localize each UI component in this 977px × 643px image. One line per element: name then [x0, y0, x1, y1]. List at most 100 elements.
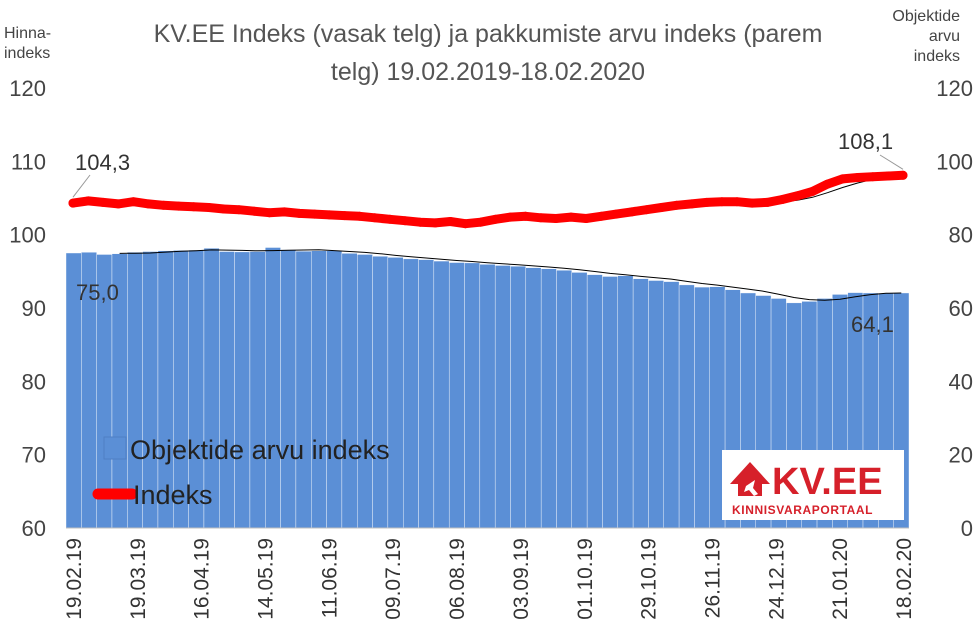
- bar-objektide-17: [326, 250, 343, 529]
- point-indeks-9: [204, 203, 214, 212]
- point-indeks-25: [445, 217, 455, 226]
- legend-swatch-objektide: [103, 436, 127, 460]
- x-tick-label: 06.08.19: [446, 538, 469, 620]
- point-indeks-0: [68, 198, 78, 208]
- left-axis-label: Hinna-: [4, 25, 51, 42]
- bar-objektide-37: [632, 278, 649, 529]
- chart-title: KV.EE Indeks (vasak telg) ja pakkumiste …: [154, 20, 823, 86]
- bar-objektide-12: [249, 251, 266, 529]
- axes: 60 70 80 90 100 110 120 0 20 40 60 80 100 120 Hinna-in…: [4, 8, 973, 620]
- x-tick-label: 11.06.19: [318, 538, 341, 618]
- legend-label-indeks: Indeks: [133, 480, 213, 510]
- point-indeks-55: [898, 170, 908, 180]
- x-tick-label: 14.05.19: [255, 538, 278, 620]
- bar-objektide-31: [540, 268, 557, 529]
- x-tick-label: 19.02.19: [63, 538, 86, 620]
- point-indeks-29: [506, 212, 516, 222]
- point-indeks-41: [687, 199, 697, 209]
- point-indeks-44: [732, 197, 742, 207]
- right-tick-label: 100: [936, 149, 973, 174]
- logo-image: KV.EE KINNISVARAPORTAAL: [730, 461, 883, 517]
- point-indeks-35: [596, 211, 606, 221]
- right-axis-label: arvu: [929, 28, 960, 45]
- left-tick-label: 120: [9, 76, 46, 101]
- point-indeks-20: [370, 213, 380, 223]
- point-indeks-45: [747, 198, 757, 208]
- data-label-1: 108,1: [838, 129, 893, 154]
- chart-title-line: telg) 19.02.2019-18.02.2020: [331, 58, 645, 86]
- point-indeks-34: [581, 214, 591, 223]
- point-indeks-42: [702, 197, 712, 207]
- kv-ee-logo: KV.EE KINNISVARAPORTAAL: [722, 450, 904, 520]
- right-axis-label: Objektide: [892, 8, 960, 25]
- bar-objektide-10: [219, 251, 235, 529]
- point-indeks-46: [762, 197, 772, 207]
- bar-objektide-19: [357, 254, 373, 529]
- x-tick-label: 29.10.19: [638, 538, 661, 620]
- x-tick-label: 01.10.19: [574, 538, 597, 620]
- right-tick-label: 60: [949, 296, 973, 321]
- right-tick-label: 20: [949, 443, 973, 468]
- point-indeks-16: [310, 209, 319, 219]
- bar-objektide-25: [448, 262, 465, 529]
- data-label-0: 104,3: [75, 150, 130, 175]
- bar-objektide-11: [234, 251, 251, 529]
- x-tick-label: 21.01.20: [829, 538, 852, 620]
- point-indeks-32: [551, 214, 561, 223]
- logo-tagline-text: KINNISVARAPORTAAL: [732, 503, 873, 517]
- bar-objektide-40: [678, 284, 695, 529]
- point-indeks-31: [536, 213, 546, 223]
- point-indeks-13: [264, 208, 274, 218]
- bar-objektide-13: [265, 247, 281, 529]
- bar-objektide-36: [617, 275, 634, 529]
- bar-objektide-16: [311, 250, 327, 529]
- point-indeks-50: [823, 179, 832, 189]
- point-indeks-37: [626, 207, 636, 217]
- point-indeks-38: [642, 205, 651, 215]
- left-tick-label: 70: [22, 443, 46, 468]
- point-indeks-7: [174, 201, 184, 211]
- point-indeks-28: [491, 214, 500, 224]
- logo-brand-text: KV.EE: [772, 461, 883, 503]
- x-tick-label: 26.11.19: [702, 538, 725, 618]
- bar-objektide-22: [403, 258, 419, 529]
- bar-objektide-20: [372, 256, 389, 529]
- point-indeks-22: [400, 216, 410, 226]
- point-indeks-40: [672, 200, 682, 210]
- chart-title-line: KV.EE Indeks (vasak telg) ja pakkumiste …: [154, 20, 823, 48]
- legend-label-objektide: Objektide arvu indeks: [130, 435, 390, 465]
- point-indeks-8: [189, 202, 199, 212]
- point-indeks-12: [249, 206, 259, 216]
- right-axis-label: indeks: [914, 48, 960, 65]
- x-tick-label: 09.07.19: [382, 538, 405, 620]
- leader-line-first: [72, 174, 91, 198]
- left-tick-label: 110: [11, 149, 46, 174]
- bar-objektide-18: [341, 253, 358, 529]
- point-indeks-43: [717, 197, 727, 207]
- bar-objektide-30: [525, 267, 542, 529]
- bar-objektide-21: [387, 257, 404, 529]
- left-axis-label: indeks: [4, 45, 50, 62]
- point-indeks-1: [83, 196, 93, 206]
- left-tick-label: 100: [9, 223, 46, 248]
- point-indeks-10: [219, 204, 229, 214]
- point-indeks-23: [415, 217, 425, 227]
- point-indeks-6: [159, 200, 168, 210]
- right-tick-label: 80: [949, 223, 973, 248]
- bar-objektide-32: [556, 270, 572, 529]
- bar-objektide-14: [280, 249, 297, 529]
- x-tick-label: 16.04.19: [191, 538, 214, 620]
- point-indeks-26: [460, 219, 470, 229]
- point-indeks-17: [325, 210, 334, 220]
- point-indeks-14: [279, 207, 289, 217]
- point-indeks-48: [792, 191, 802, 201]
- point-indeks-49: [808, 186, 817, 196]
- data-label-3: 64,1: [851, 312, 894, 337]
- point-indeks-39: [657, 203, 666, 212]
- point-indeks-53: [868, 172, 878, 182]
- point-indeks-5: [144, 199, 153, 209]
- bar-objektide-41: [694, 286, 710, 529]
- bar-objektide-33: [571, 272, 588, 529]
- right-tick-label: 120: [936, 76, 973, 101]
